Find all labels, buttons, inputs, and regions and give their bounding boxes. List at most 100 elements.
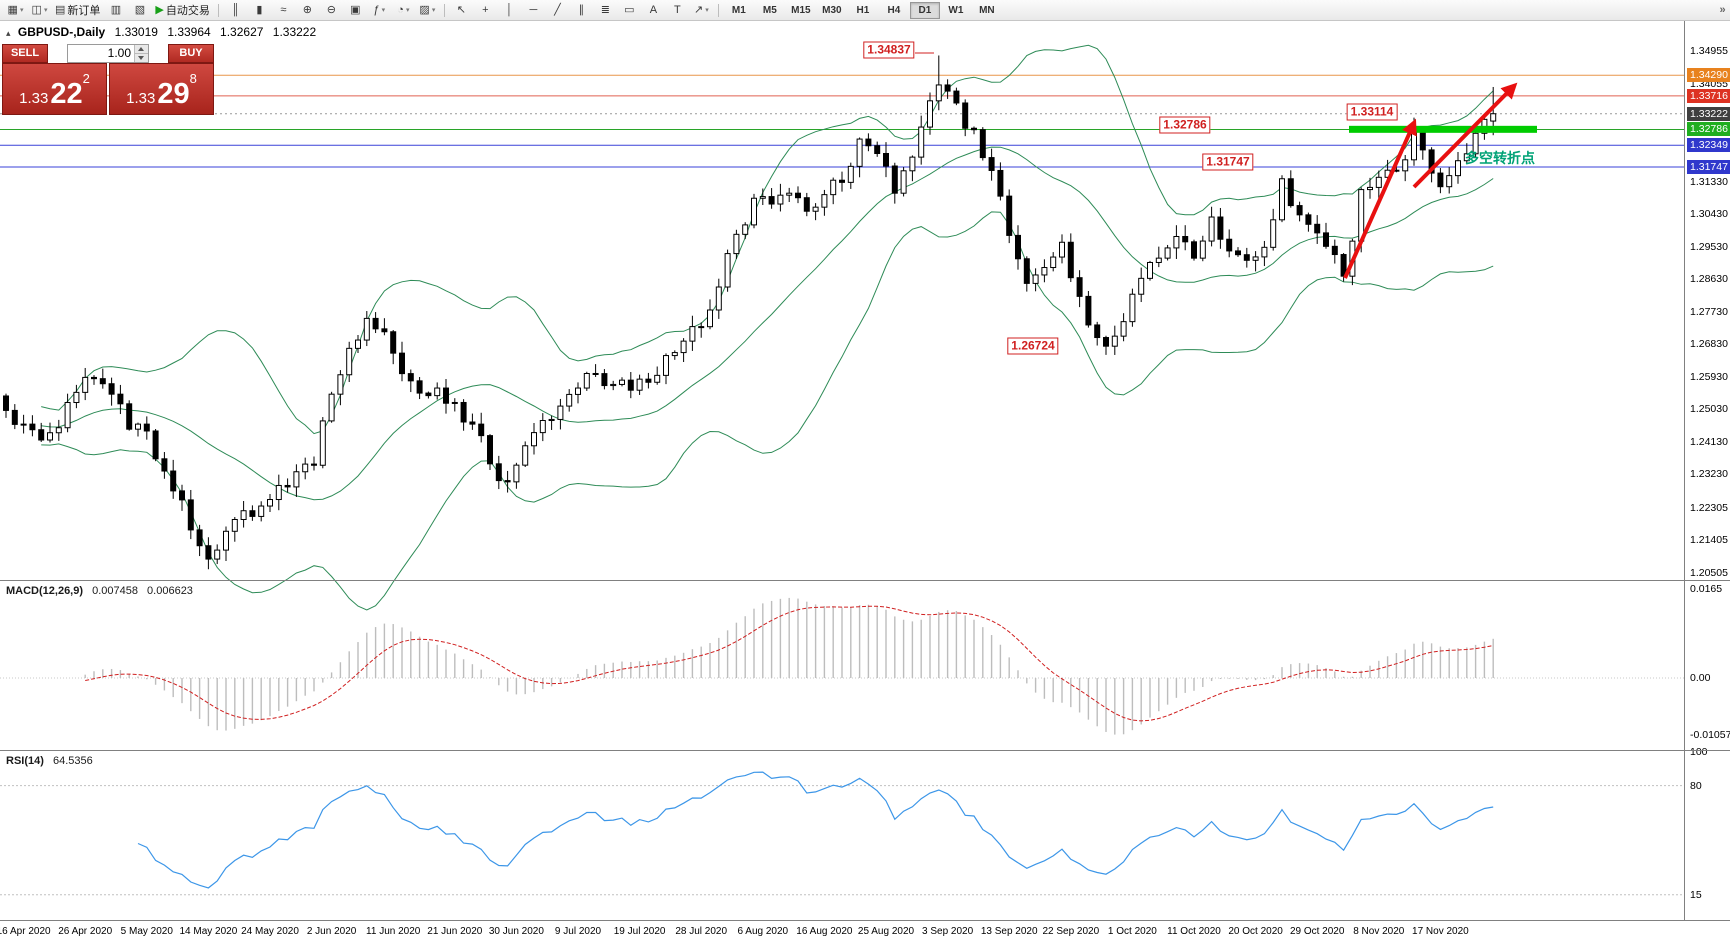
chevron-down-icon: ▾ [381, 7, 386, 14]
price-callout[interactable]: 1.31747 [1202, 153, 1254, 171]
toolbar-navigator-button[interactable]: ▧ [128, 1, 151, 20]
date-label: 29 Oct 2020 [1289, 926, 1345, 937]
toolbar-horizontal-line-tool-button[interactable]: ─ [522, 1, 545, 20]
zoom-in-icon: ⊕ [302, 3, 312, 16]
market-watch-icon: ▥ [110, 3, 122, 16]
new-order-label: 新订单 [67, 5, 101, 17]
timeframe-m1[interactable]: M1 [731, 4, 746, 16]
chevron-down-icon: ▾ [43, 7, 48, 14]
price-level-badge: 1.32349 [1687, 138, 1730, 153]
toolbar-text-tool-button[interactable]: A [642, 1, 665, 20]
toolbar-auto-trading-button[interactable]: ▶ 自动交易 [152, 1, 212, 20]
toolbar-profiles-button[interactable]: ◫ ▾ [28, 1, 51, 20]
timeframe-m5[interactable]: M5 [762, 4, 777, 16]
chart-annotation-text[interactable]: 多空转折点 [1465, 150, 1535, 166]
rsi-scale-label: 15 [1690, 888, 1702, 901]
toolbar-new-chart-button[interactable]: ▦ ▾ [4, 1, 27, 20]
toolbar-tile-windows-button[interactable]: ▣ [344, 1, 367, 20]
toolbar-line-mode-button[interactable]: ≈ [272, 1, 295, 20]
toolbar-new-order-button[interactable]: ▤ 新订单 [52, 1, 103, 20]
timeframe-mn[interactable]: MN [979, 4, 995, 16]
volume-value[interactable]: 1.00 [107, 46, 131, 60]
date-label: 11 Oct 2020 [1167, 926, 1221, 937]
price-scale-label: 1.30430 [1690, 208, 1728, 221]
date-label: 26 Apr 2020 [58, 926, 113, 937]
rsi-scale-label: 100 [1690, 746, 1708, 758]
toolbar-templates-button[interactable]: ▨ ▾ [416, 1, 439, 20]
buy-price-big: 29 [157, 78, 190, 111]
timeframe-m15[interactable]: M15 [791, 4, 811, 16]
toolbar-zoom-in-button[interactable]: ⊕ [296, 1, 319, 20]
toolbar-zoom-out-button[interactable]: ⊖ [320, 1, 343, 20]
price-callout[interactable]: 1.32786 [1159, 116, 1211, 134]
price-callout[interactable]: 1.26724 [1007, 337, 1059, 355]
macd-scale-label: 0.00 [1690, 672, 1711, 684]
price-callout[interactable]: 1.34837 [863, 41, 915, 59]
toolbar-candles-mode-button[interactable]: ▮ [248, 1, 271, 20]
buy-tag[interactable]: BUY [168, 43, 214, 63]
timeframe-d1[interactable]: D1 [909, 1, 940, 19]
buy-button[interactable]: 1.33 29 8 [109, 63, 214, 115]
macd-name: MACD(12,26,9) [6, 585, 84, 597]
volume-field[interactable]: 1.00 [67, 43, 149, 63]
price-callout[interactable]: 1.33114 [1346, 103, 1398, 121]
toolbar-channel-tool-button[interactable]: ∥ [570, 1, 593, 20]
spin-down-icon[interactable] [135, 53, 148, 62]
date-label: 25 Aug 2020 [857, 926, 915, 937]
toolbar-overflow-button[interactable]: » [1719, 4, 1726, 16]
price-scale-label: 1.28630 [1690, 273, 1728, 286]
volume-spinner[interactable] [134, 44, 148, 62]
price-scale-label: 1.31330 [1690, 176, 1728, 188]
support-zone-bar[interactable] [1349, 125, 1537, 133]
toolbar-vertical-line-tool-button[interactable]: │ [498, 1, 521, 20]
panel-separator[interactable] [0, 580, 1730, 581]
toolbar-periods-button[interactable]: ◔ ▾ [392, 1, 415, 20]
toolbar-crosshair-button[interactable]: + [474, 1, 497, 20]
line-mode-icon: ≈ [280, 3, 287, 16]
toolbar-trendline-tool-button[interactable]: ╱ [546, 1, 569, 20]
timeframe-w1[interactable]: W1 [948, 4, 964, 16]
toolbar-fibonacci-tool-button[interactable]: ≣ [594, 1, 617, 20]
toolbar-cursor-button[interactable]: ↖ [450, 1, 473, 20]
one-click-collapse-icon[interactable]: ▴ [6, 28, 11, 38]
bollinger-bands [41, 44, 1494, 611]
new-chart-icon: ▦ [7, 3, 18, 16]
price-scale-separator[interactable] [1684, 20, 1685, 920]
toolbar-separator [217, 3, 219, 17]
toolbar-market-watch-button[interactable]: ▥ [104, 1, 127, 20]
timeframe-m30[interactable]: M30 [822, 4, 842, 16]
chart-symbol-header: ▴ GBPUSD-,Daily 1.33019 1.33964 1.32627 … [6, 25, 322, 39]
trade-panel-top-row: SELL 1.00 BUY [2, 43, 214, 63]
spin-up-icon[interactable] [135, 44, 148, 54]
date-label: 22 Sep 2020 [1042, 926, 1100, 937]
cursor-icon: ↖ [456, 3, 466, 16]
price-scale-label: 1.24130 [1690, 435, 1728, 448]
toolbar-bars-mode-button[interactable]: ║ [224, 1, 247, 20]
chevron-down-icon: ▾ [405, 7, 410, 14]
trend-arrows[interactable] [1343, 82, 1518, 279]
sell-button[interactable]: 1.33 22 2 [2, 63, 107, 115]
toolbar-label-tool-button[interactable]: T [666, 1, 689, 20]
timeframe-h1[interactable]: H1 [856, 4, 870, 16]
date-label: 3 Sep 2020 [922, 926, 974, 937]
toolbar-separator [717, 3, 719, 17]
toolbar: ▦ ▾ ◫ ▾ ▤ 新订单 ▥ ▧ ▶ 自动交易 ║ ▮ ≈ ⊕ ⊖ ▣ ƒ ▾ ◔ ▾ ▨ ▾ ↖ + │ ─ ╱ ∥ ≣ ▭ A T ↗ ▾ M… [0, 0, 1730, 21]
timeframe-h4[interactable]: H4 [887, 4, 901, 16]
sell-price-big: 22 [50, 78, 83, 111]
symbol-period-label: GBPUSD-,Daily [17, 25, 106, 39]
price-scale-label: 1.21405 [1690, 534, 1728, 547]
sell-tag[interactable]: SELL [2, 43, 48, 63]
toolbar-indicators-button[interactable]: ƒ ▾ [368, 1, 391, 20]
panel-separator[interactable] [0, 750, 1730, 751]
vertical-line-tool-icon: │ [505, 3, 513, 16]
toolbar-separator [443, 3, 445, 17]
sell-price-pipette: 2 [82, 71, 90, 86]
toolbar-shapes-tool-button[interactable]: ▭ [618, 1, 641, 20]
navigator-icon: ▧ [134, 3, 146, 16]
toolbar-arrows-tool-button[interactable]: ↗ ▾ [690, 1, 713, 20]
date-label: 9 Jul 2020 [554, 926, 602, 937]
date-label: 19 Jul 2020 [613, 926, 666, 937]
date-label: 17 Nov 2020 [1412, 926, 1469, 937]
